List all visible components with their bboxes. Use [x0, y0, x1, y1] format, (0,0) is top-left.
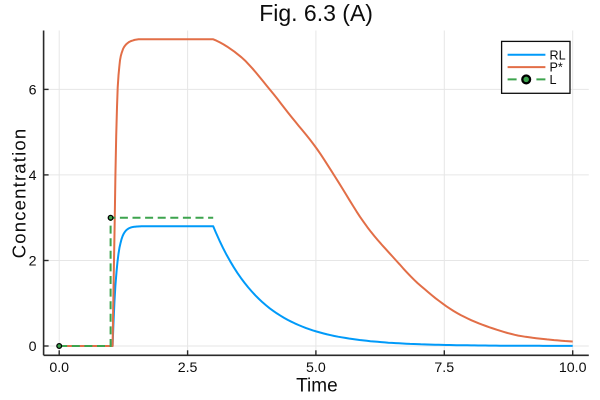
svg-text:P*: P* — [550, 61, 563, 75]
svg-text:Concentration: Concentration — [9, 128, 30, 259]
svg-text:2: 2 — [29, 254, 37, 270]
svg-text:4: 4 — [29, 168, 37, 184]
svg-text:0.0: 0.0 — [49, 360, 69, 376]
svg-text:Fig. 6.3 (A): Fig. 6.3 (A) — [259, 0, 373, 26]
svg-text:5.0: 5.0 — [306, 360, 326, 376]
svg-text:L: L — [550, 73, 557, 87]
svg-text:6: 6 — [29, 82, 37, 98]
svg-text:7.5: 7.5 — [434, 360, 454, 376]
svg-text:10.0: 10.0 — [559, 360, 587, 376]
svg-text:Time: Time — [296, 376, 338, 397]
svg-text:0: 0 — [29, 339, 37, 355]
svg-text:2.5: 2.5 — [178, 360, 198, 376]
svg-text:RL: RL — [550, 48, 566, 62]
